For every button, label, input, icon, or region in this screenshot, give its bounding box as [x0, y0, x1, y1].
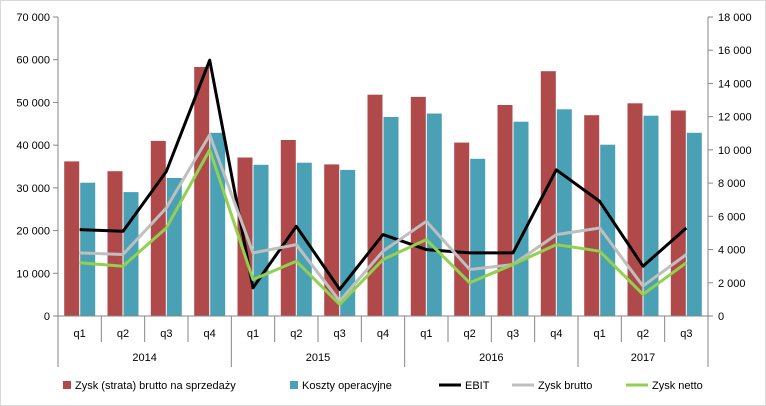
y-left-tick-label: 10 000: [16, 268, 50, 280]
y-right-tick-label: 10 000: [718, 145, 752, 157]
x-tick-label-6: q3: [334, 328, 346, 340]
bar-zysk-sprzedazy-6: [324, 164, 340, 316]
bar-zysk-sprzedazy-14: [670, 110, 686, 316]
bar-koszty-operacyjne-4: [253, 164, 269, 316]
y-left-tick-label: 50 000: [16, 97, 50, 109]
x-tick-label-10: q3: [507, 328, 519, 340]
y-right-tick-label: 8 000: [718, 178, 746, 190]
y-right-tick-label: 18 000: [718, 12, 752, 24]
bar-zysk-sprzedazy-4: [237, 157, 253, 316]
y-right-tick-label: 2 000: [718, 278, 746, 290]
x-tick-label-5: q2: [290, 328, 302, 340]
bar-koszty-operacyjne-14: [686, 132, 702, 316]
y-right-tick-label: 4 000: [718, 245, 746, 257]
x-tick-label-9: q2: [464, 328, 476, 340]
bar-zysk-sprzedazy-3: [194, 67, 210, 316]
x-tick-label-11: q4: [550, 328, 562, 340]
x-tick-label-2: q3: [160, 328, 172, 340]
y-right-tick-label: 6 000: [718, 211, 746, 223]
y-right-tick-label: 0: [718, 311, 724, 323]
bar-koszty-operacyjne-3: [210, 132, 226, 316]
legend: Zysk (strata) brutto na sprzedaży Koszty …: [63, 380, 703, 392]
legend-swatch-koszty-operacyjne: [290, 381, 298, 389]
x-group-label-2017: 2017: [631, 352, 655, 364]
y-left-tick-label: 40 000: [16, 140, 50, 152]
legend-swatch-zysk-strata-brutto-na-sprzeda-y: [63, 381, 71, 389]
bar-zysk-sprzedazy-5: [280, 140, 296, 316]
bars-layer: [64, 67, 702, 317]
y-right-tick-label: 12 000: [718, 112, 752, 124]
bar-koszty-operacyjne-12: [600, 144, 616, 316]
legend-label-koszty-operacyjne: Koszty operacyjne: [302, 380, 392, 392]
x-tick-label-14: q3: [680, 328, 692, 340]
bar-zysk-sprzedazy-1: [107, 171, 123, 316]
legend-label-zysk-netto: Zysk netto: [652, 380, 703, 392]
zysk-netto-line: [79, 148, 688, 306]
legend-label-zysk-brutto: Zysk brutto: [538, 380, 592, 392]
ticks-layer: 0 10 000 20 000 30 000 40 000 50 000 60 000 70 …: [16, 12, 751, 364]
x-tick-label-8: q1: [420, 328, 432, 340]
y-right-tick-label: 14 000: [718, 78, 752, 90]
bar-koszty-operacyjne-2: [166, 178, 182, 316]
bar-zysk-sprzedazy-13: [627, 103, 643, 316]
bar-koszty-operacyjne-11: [556, 109, 572, 316]
lines-layer: [79, 58, 688, 306]
bar-zysk-sprzedazy-12: [584, 115, 600, 316]
bar-koszty-operacyjne-9: [470, 158, 486, 316]
x-tick-label-1: q2: [117, 328, 129, 340]
bar-zysk-sprzedazy-0: [64, 161, 80, 316]
x-group-label-2016: 2016: [479, 352, 503, 364]
y-left-tick-label: 0: [44, 311, 50, 323]
x-tick-label-3: q4: [204, 328, 216, 340]
x-tick-label-13: q2: [637, 328, 649, 340]
y-left-tick-label: 70 000: [16, 12, 50, 24]
y-right-tick-label: 16 000: [718, 45, 752, 57]
bar-koszty-operacyjne-0: [80, 182, 96, 316]
bar-zysk-sprzedazy-2: [150, 140, 166, 316]
bar-zysk-sprzedazy-7: [367, 94, 383, 316]
bar-zysk-sprzedazy-9: [454, 142, 470, 316]
x-group-label-2014: 2014: [132, 352, 156, 364]
bar-koszty-operacyjne-8: [426, 113, 442, 316]
bar-zysk-sprzedazy-11: [540, 71, 556, 316]
bar-zysk-sprzedazy-10: [497, 105, 513, 316]
legend-label-ebit: EBIT: [465, 380, 490, 392]
x-tick-label-12: q1: [594, 328, 606, 340]
bar-koszty-operacyjne-7: [383, 117, 399, 316]
bar-koszty-operacyjne-10: [513, 121, 529, 316]
legend-label-zysk-strata-brutto-na-sprzeda-y: Zysk (strata) brutto na sprzedaży: [75, 380, 236, 392]
bar-koszty-operacyjne-6: [340, 169, 356, 316]
axes-layer: [53, 16, 713, 367]
y-left-tick-label: 30 000: [16, 183, 50, 195]
x-tick-label-7: q4: [377, 328, 389, 340]
bar-zysk-sprzedazy-8: [410, 96, 426, 317]
zysk-brutto-line: [79, 133, 688, 303]
y-left-tick-label: 20 000: [16, 226, 50, 238]
x-tick-label-4: q1: [247, 328, 259, 340]
ebit-line: [79, 58, 688, 291]
x-tick-label-0: q1: [74, 328, 86, 340]
y-left-tick-label: 60 000: [16, 55, 50, 67]
x-group-label-2015: 2015: [306, 352, 330, 364]
bar-koszty-operacyjne-13: [643, 115, 659, 316]
